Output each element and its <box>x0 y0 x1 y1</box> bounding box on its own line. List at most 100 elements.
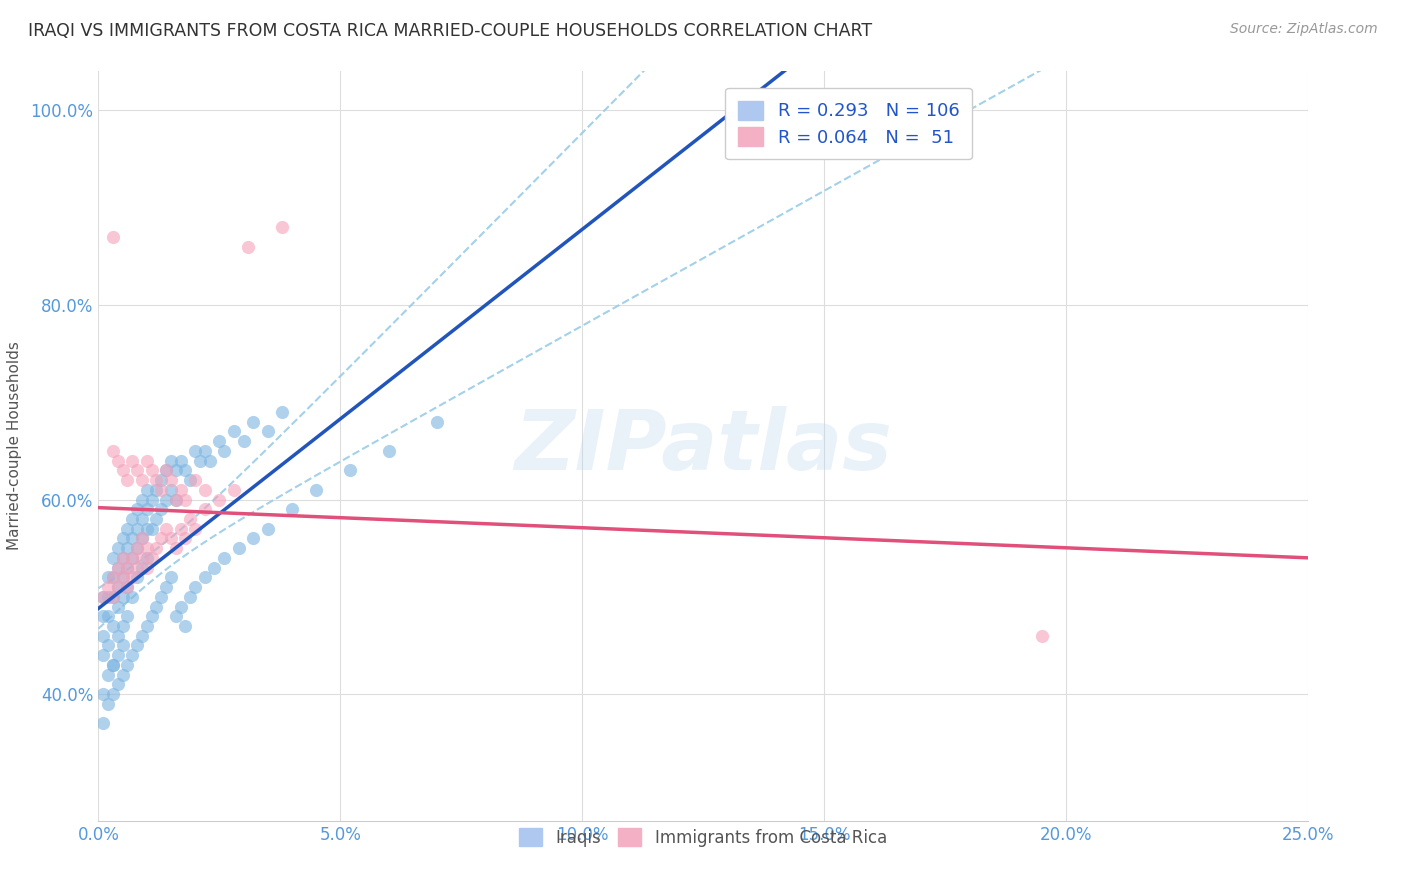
Point <box>107 560 129 574</box>
Point <box>160 532 183 546</box>
Point <box>111 570 134 584</box>
Point <box>117 522 139 536</box>
Point <box>101 687 124 701</box>
Point <box>131 550 153 565</box>
Point <box>155 580 177 594</box>
Point <box>150 473 173 487</box>
Point <box>97 609 120 624</box>
Point <box>135 522 157 536</box>
Point <box>150 590 173 604</box>
Point <box>101 619 124 633</box>
Point <box>184 473 207 487</box>
Point <box>91 609 114 624</box>
Point <box>111 550 134 565</box>
Point <box>141 463 163 477</box>
Point <box>188 453 211 467</box>
Point <box>135 502 157 516</box>
Point <box>91 687 114 701</box>
Point <box>174 532 197 546</box>
Point <box>97 667 120 681</box>
Point <box>256 425 278 439</box>
Point <box>101 657 124 672</box>
Point <box>127 502 149 516</box>
Point <box>179 473 201 487</box>
Point <box>97 590 120 604</box>
Point <box>141 550 163 565</box>
Point <box>97 580 120 594</box>
Point <box>184 580 207 594</box>
Point <box>169 483 191 497</box>
Point <box>145 541 167 556</box>
Point <box>145 599 167 614</box>
Point <box>169 599 191 614</box>
Point <box>97 639 120 653</box>
Point <box>165 541 187 556</box>
Point <box>174 463 197 477</box>
Point <box>131 629 153 643</box>
Point <box>165 463 187 477</box>
Point <box>305 483 328 497</box>
Point <box>1031 629 1053 643</box>
Point <box>117 541 139 556</box>
Point <box>121 550 143 565</box>
Point <box>238 239 260 253</box>
Point <box>91 629 114 643</box>
Point <box>101 229 124 244</box>
Point <box>281 502 304 516</box>
Point <box>141 492 163 507</box>
Point <box>377 443 399 458</box>
Point <box>117 657 139 672</box>
Point <box>117 473 139 487</box>
Point <box>117 580 139 594</box>
Point <box>111 550 134 565</box>
Point <box>131 532 153 546</box>
Point <box>160 473 183 487</box>
Point <box>101 550 124 565</box>
Point <box>160 570 183 584</box>
Point <box>212 443 235 458</box>
Point <box>127 522 149 536</box>
Point <box>131 532 153 546</box>
Point <box>232 434 254 449</box>
Point <box>184 522 207 536</box>
Point <box>155 463 177 477</box>
Point <box>107 560 129 574</box>
Point <box>179 590 201 604</box>
Text: Source: ZipAtlas.com: Source: ZipAtlas.com <box>1230 22 1378 37</box>
Point <box>91 648 114 663</box>
Point <box>271 220 294 235</box>
Point <box>101 443 124 458</box>
Point <box>117 580 139 594</box>
Point <box>135 541 157 556</box>
Point <box>135 453 157 467</box>
Point <box>127 639 149 653</box>
Point <box>127 463 149 477</box>
Point <box>150 502 173 516</box>
Point <box>121 550 143 565</box>
Point <box>155 522 177 536</box>
Point <box>271 405 294 419</box>
Point <box>242 532 264 546</box>
Point <box>131 560 153 574</box>
Point <box>111 590 134 604</box>
Point <box>121 512 143 526</box>
Point <box>135 550 157 565</box>
Point <box>165 492 187 507</box>
Point <box>107 677 129 691</box>
Point <box>135 483 157 497</box>
Point <box>107 453 129 467</box>
Point <box>111 463 134 477</box>
Point <box>97 570 120 584</box>
Point <box>121 532 143 546</box>
Point <box>339 463 361 477</box>
Point <box>165 492 187 507</box>
Point <box>107 580 129 594</box>
Point <box>145 473 167 487</box>
Point <box>131 473 153 487</box>
Point <box>169 453 191 467</box>
Point <box>111 619 134 633</box>
Point <box>222 483 245 497</box>
Text: Married-couple Households: Married-couple Households <box>7 342 21 550</box>
Point <box>111 667 134 681</box>
Point <box>91 716 114 731</box>
